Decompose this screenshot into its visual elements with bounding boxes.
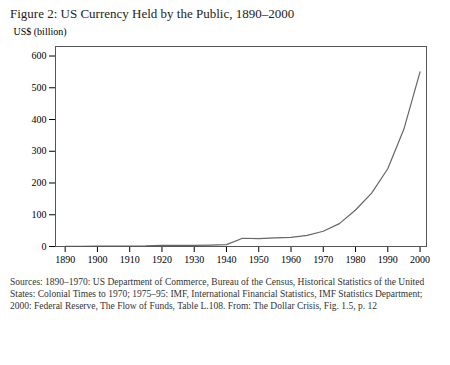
svg-text:300: 300 xyxy=(32,145,47,156)
svg-text:0: 0 xyxy=(42,241,47,252)
svg-text:600: 600 xyxy=(32,50,47,61)
svg-text:400: 400 xyxy=(32,114,47,125)
svg-text:1990: 1990 xyxy=(378,254,398,265)
svg-text:US$ (billion): US$ (billion) xyxy=(14,26,67,38)
svg-text:1980: 1980 xyxy=(346,254,366,265)
svg-text:1900: 1900 xyxy=(87,254,107,265)
svg-text:2000: 2000 xyxy=(410,254,430,265)
svg-text:1910: 1910 xyxy=(120,254,140,265)
svg-text:1960: 1960 xyxy=(281,254,301,265)
svg-text:200: 200 xyxy=(32,177,47,188)
svg-text:500: 500 xyxy=(32,82,47,93)
svg-text:1940: 1940 xyxy=(216,254,236,265)
svg-text:1950: 1950 xyxy=(249,254,269,265)
svg-text:1930: 1930 xyxy=(184,254,204,265)
svg-text:100: 100 xyxy=(32,209,47,220)
svg-text:1970: 1970 xyxy=(313,254,333,265)
svg-text:1920: 1920 xyxy=(152,254,172,265)
html-text:Sources: 1890–1970: US Departm: Sources: 1890–1970: US Department of Com… xyxy=(10,277,425,311)
html-text:Figure 2: US Currency Held by: Figure 2: US Currency Held by the Public… xyxy=(10,6,295,21)
svg-text:1890: 1890 xyxy=(55,254,75,265)
